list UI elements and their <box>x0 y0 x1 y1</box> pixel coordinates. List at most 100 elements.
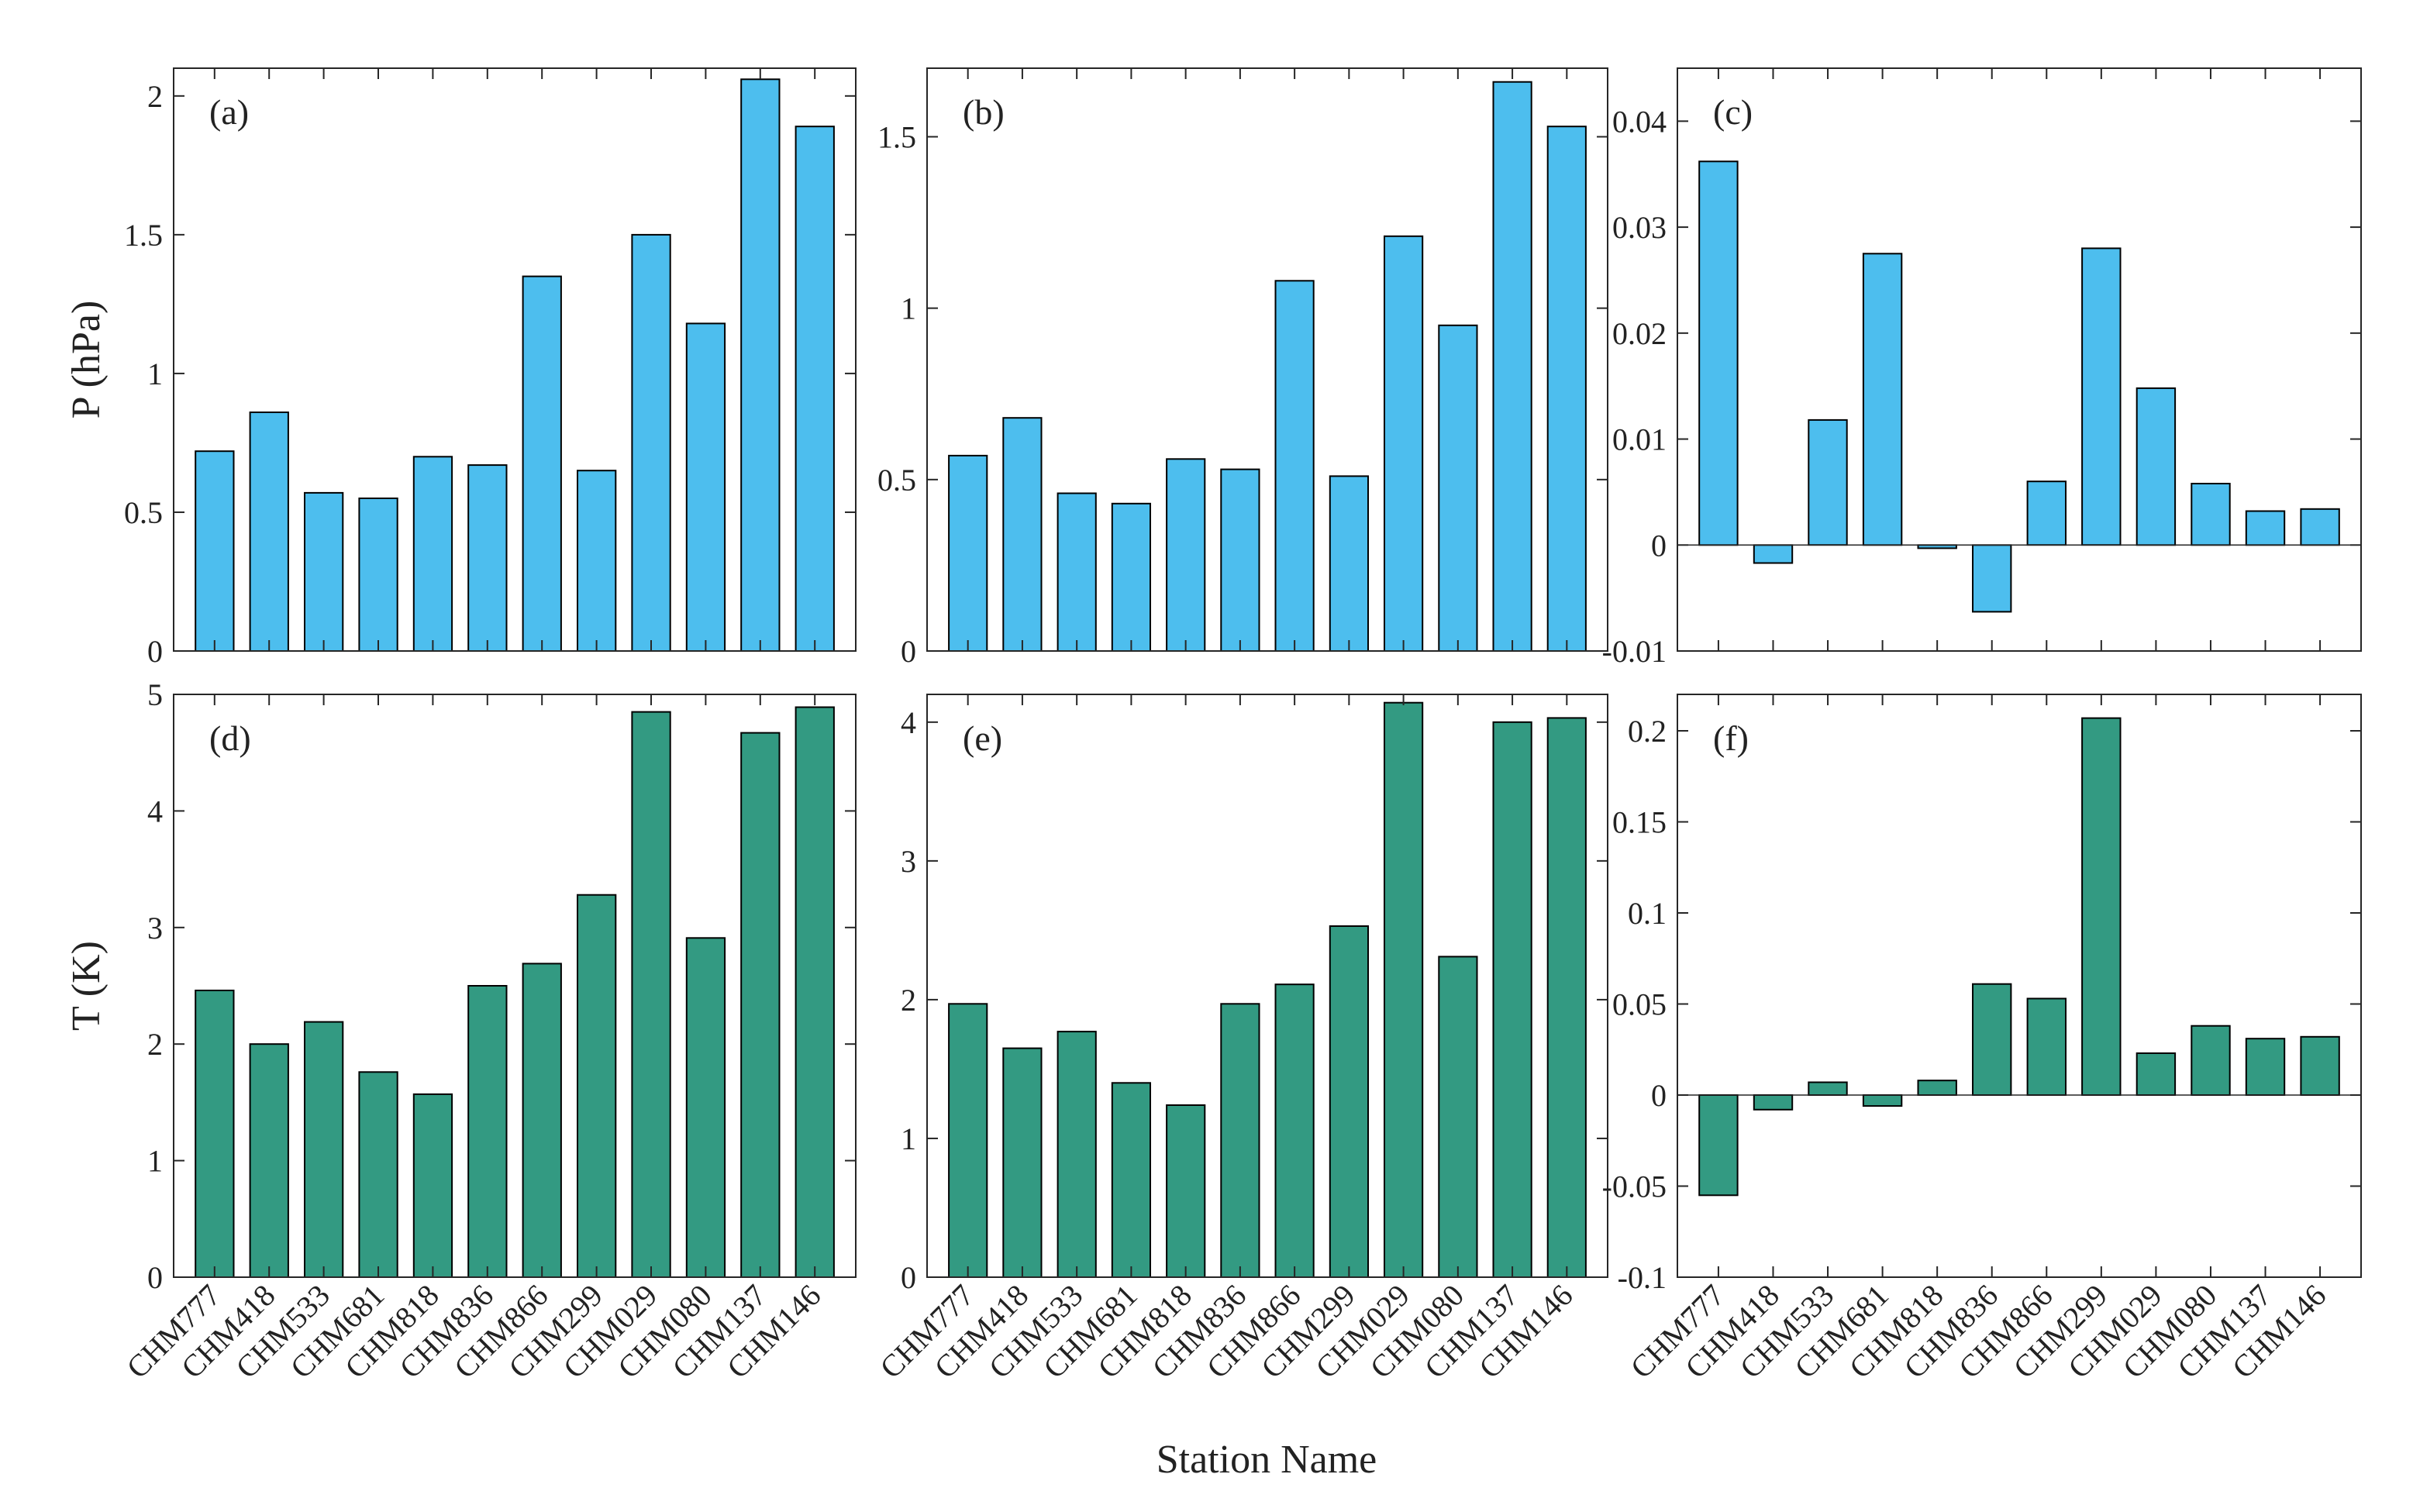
bar-chm777 <box>1698 160 1739 546</box>
bar-chm418 <box>249 1043 289 1278</box>
bar-chm299 <box>577 470 617 653</box>
bar-chm836 <box>1220 468 1260 652</box>
bar-chm146 <box>795 706 835 1278</box>
bar-chm418 <box>1753 1094 1794 1111</box>
y-tick-label: 1.5 <box>877 119 916 154</box>
y-tick-label: 3 <box>147 911 163 945</box>
bar-chm146 <box>2300 1035 2340 1097</box>
y-tick-label: 0 <box>901 634 916 669</box>
y-tick-label: 0.03 <box>1612 210 1667 245</box>
axes-box <box>926 67 1608 652</box>
chart-panel-4: 01234CHM777CHM418CHM533CHM681CHM818CHM83… <box>873 694 1608 1385</box>
bar-chm533 <box>1808 1081 1848 1096</box>
bar-chm533 <box>1057 492 1097 652</box>
bar-chm418 <box>249 412 289 652</box>
bar-chm836 <box>467 464 508 652</box>
bar-chm533 <box>1057 1031 1097 1278</box>
bar-chm777 <box>195 990 235 1278</box>
bar-chm777 <box>195 450 235 652</box>
y-axis-title: P (hPa) <box>64 301 109 419</box>
bar-chm418 <box>1753 544 1794 564</box>
panel-label: (a) <box>209 92 249 132</box>
y-tick-label: 0.15 <box>1612 805 1667 840</box>
panels-group: 0 0.5 1 1.5 2 (a) P (hPa) 0 0.5 1 1.5 (b) -0.01 0 0.01… <box>64 67 2362 1385</box>
axes-box <box>1677 67 2362 652</box>
axes-box <box>173 694 857 1278</box>
bar-chm836 <box>1972 983 2012 1096</box>
bar-chm533 <box>304 491 344 653</box>
bar-chm777 <box>948 1003 988 1279</box>
y-tick-label: 0.2 <box>1628 714 1667 749</box>
y-tick-label: 0.5 <box>877 463 916 498</box>
chart-panel-3: 012345CHM777CHM418CHM533CHM681CHM818CHM8… <box>64 677 857 1385</box>
bar-chm681 <box>1111 502 1152 652</box>
bar-chm299 <box>577 894 617 1278</box>
bar-chm836 <box>1972 544 2012 613</box>
y-tick-label: 5 <box>147 677 163 712</box>
y-tick-label: 2 <box>147 1027 163 1062</box>
y-tick-label: 0 <box>1651 1078 1667 1113</box>
bar-chm818 <box>1917 1080 1957 1096</box>
axes-box <box>173 67 857 652</box>
y-tick-label: 2 <box>147 79 163 114</box>
panel-label: (f) <box>1713 718 1749 758</box>
bar-chm681 <box>358 1071 398 1279</box>
y-tick-label: 0 <box>147 634 163 669</box>
bar-chm818 <box>1166 1104 1206 1278</box>
bar-chm533 <box>304 1021 344 1278</box>
y-tick-label: 0 <box>901 1260 916 1295</box>
y-tick-label: 0.1 <box>1628 896 1667 931</box>
bar-chm299 <box>1329 925 1370 1278</box>
bar-chm029 <box>2136 1052 2177 1096</box>
y-tick-label: 0.04 <box>1612 104 1667 139</box>
bar-chm681 <box>1862 253 1903 546</box>
bar-chm836 <box>1220 1003 1260 1279</box>
bar-chm029 <box>631 233 671 652</box>
bar-chm029 <box>1384 701 1424 1278</box>
bar-chm080 <box>685 322 726 652</box>
bar-chm080 <box>1438 324 1478 652</box>
panel-label: (e) <box>963 718 1002 758</box>
y-tick-label: 1 <box>147 356 163 391</box>
bar-chm533 <box>1808 418 1848 546</box>
bar-chm418 <box>1002 1047 1043 1278</box>
bar-chm681 <box>358 498 398 652</box>
y-tick-label: 4 <box>147 794 163 828</box>
y-tick-label: -0.1 <box>1618 1260 1667 1295</box>
chart-panel-1: 0 0.5 1 1.5 (b) <box>877 67 1608 669</box>
bar-chm777 <box>948 454 988 653</box>
bar-chm681 <box>1111 1082 1152 1279</box>
bar-chm080 <box>2191 483 2231 546</box>
y-axis-title: T (K) <box>64 941 109 1031</box>
bar-chm866 <box>2026 480 2067 546</box>
bar-chm836 <box>467 985 508 1278</box>
panel-label: (d) <box>209 718 251 758</box>
y-tick-label: 1 <box>901 1121 916 1156</box>
y-tick-label: 0 <box>147 1260 163 1295</box>
y-tick-label: 0.01 <box>1612 422 1667 457</box>
bar-chm080 <box>685 937 726 1279</box>
y-tick-label: 4 <box>901 705 916 740</box>
y-tick-label: -0.05 <box>1602 1169 1667 1204</box>
bar-chm299 <box>2081 247 2122 546</box>
bar-chm029 <box>1384 235 1424 652</box>
bar-chm137 <box>1492 81 1532 652</box>
axes-box <box>1677 694 2362 1278</box>
panel-label: (c) <box>1713 92 1753 132</box>
bar-chm146 <box>795 126 835 652</box>
y-tick-label: 0.02 <box>1612 316 1667 351</box>
bar-chm080 <box>2191 1025 2231 1096</box>
y-tick-label: 1.5 <box>124 218 163 253</box>
bar-chm866 <box>2026 997 2067 1096</box>
chart-panel-0: 0 0.5 1 1.5 2 (a) P (hPa) <box>64 67 857 669</box>
bar-chm137 <box>1492 721 1532 1278</box>
bar-chm299 <box>1329 475 1370 653</box>
axes-box <box>926 694 1608 1278</box>
bar-chm818 <box>412 1093 453 1279</box>
x-axis-title: Station Name <box>1157 1438 1377 1482</box>
bar-chm818 <box>412 456 453 652</box>
bar-chm818 <box>1166 458 1206 652</box>
bar-chm080 <box>1438 956 1478 1279</box>
bar-chm137 <box>2245 510 2286 546</box>
